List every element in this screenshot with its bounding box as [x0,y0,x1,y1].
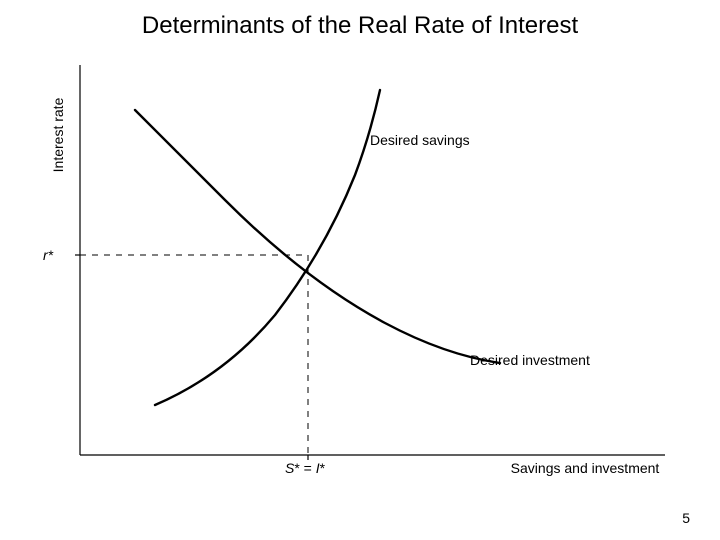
x-axis-label: Savings and investment [511,460,660,476]
slide: Determinants of the Real Rate of Interes… [0,0,720,540]
interest-rate-diagram: Interest rate Savings and investment r* S* … [25,55,695,485]
diagram-container: Interest rate Savings and investment r* S* … [25,55,695,485]
slide-title: Determinants of the Real Rate of Interes… [0,12,720,40]
desired-savings-label: Desired savings [370,132,470,148]
desired-investment-label: Desired investment [470,352,590,368]
y-axis-label: Interest rate [50,97,66,172]
desired-savings-curve [155,90,380,405]
r-star-label: r* [43,247,54,263]
page-number: 5 [682,510,690,526]
s-equals-i-label: S* = I* [285,460,326,476]
